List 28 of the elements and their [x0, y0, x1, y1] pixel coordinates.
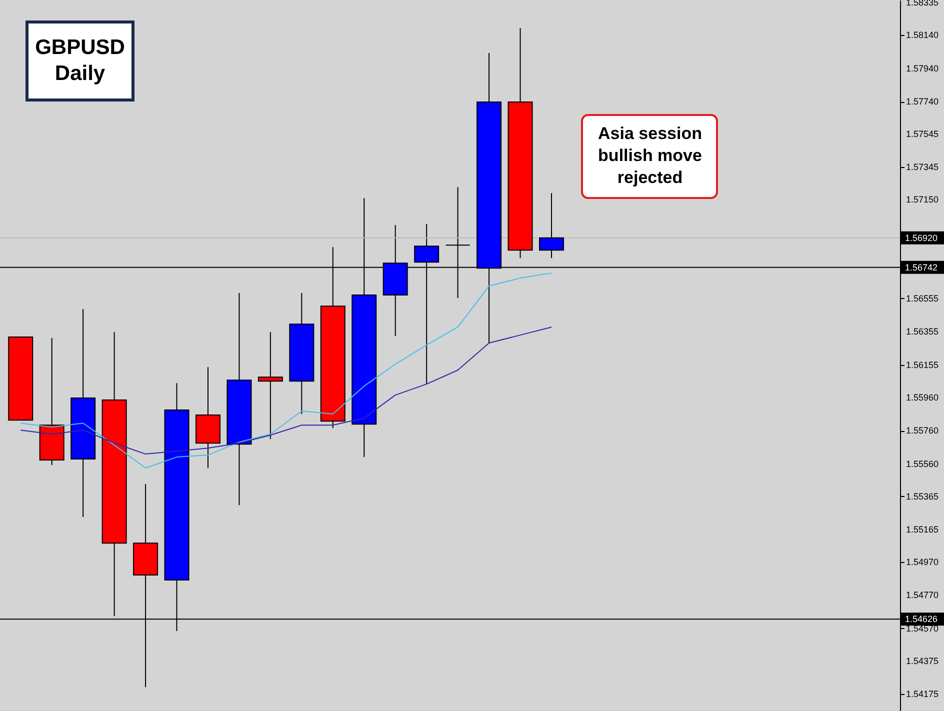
ref-line-label: 1.54626 [905, 614, 938, 624]
text: Asia session bullish move rejected [598, 124, 702, 187]
y-tick-label: 1.54770 [906, 590, 939, 600]
line-series [20, 326, 552, 455]
y-tick-label: 1.57740 [906, 96, 939, 107]
y-tick-label: 1.54375 [906, 656, 939, 666]
y-tick-label: 1.55960 [906, 392, 939, 402]
line-series [20, 272, 552, 469]
y-tick-label: 1.54570 [906, 623, 939, 634]
y-tick-label: 1.54175 [906, 689, 939, 700]
y-tick-label: 1.56155 [906, 360, 939, 370]
y-tick-label: 1.56555 [906, 293, 939, 304]
y-tick-label: 1.57345 [906, 162, 939, 172]
candlestick [538, 192, 564, 259]
y-tick-label: 1.57150 [906, 194, 939, 205]
y-tick-label: 1.57545 [906, 128, 939, 139]
y-tick-label: 1.55165 [906, 524, 939, 535]
y-tick-label: 1.57940 [906, 63, 939, 74]
y-tick-label: 1.58140 [906, 30, 939, 40]
candlestick [258, 332, 283, 440]
y-tick-label: 1.56355 [906, 326, 939, 337]
y-tick-label: 1.55760 [906, 426, 939, 436]
y-tick-label: 1.55560 [906, 458, 939, 469]
y-tick-label: 1.54970 [906, 556, 939, 567]
ref-line-label: 1.56742 [905, 262, 938, 272]
ref-line-label: 1.56920 [905, 232, 938, 243]
text: GBPUSD Daily [35, 36, 125, 85]
y-tick-label: 1.55365 [906, 491, 939, 502]
